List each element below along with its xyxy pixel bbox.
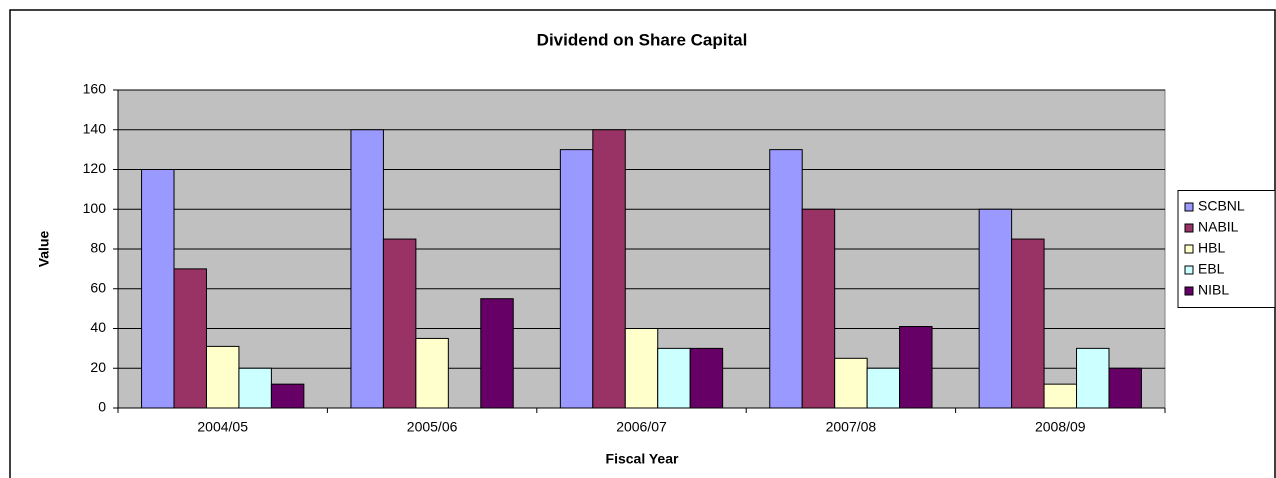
legend-box (1177, 190, 1276, 308)
bar (350, 129, 384, 409)
y-tick-label: 0 (98, 399, 106, 415)
x-tick-label: 2008/09 (1035, 419, 1086, 435)
bar (480, 298, 514, 409)
legend-label: NIBL (1198, 282, 1229, 298)
bar (559, 149, 594, 409)
y-tick-label: 120 (83, 160, 107, 176)
bar (173, 268, 207, 409)
x-tick-label: 2004/05 (197, 419, 248, 435)
legend-swatch (1184, 244, 1194, 254)
bar (270, 383, 305, 409)
legend-swatch (1184, 223, 1194, 233)
bar (1043, 383, 1078, 409)
y-tick-label: 140 (83, 120, 107, 136)
bar (689, 347, 724, 409)
bar (415, 337, 449, 409)
y-tick-label: 60 (90, 279, 106, 295)
legend-swatch (1184, 202, 1194, 212)
y-tick-label: 80 (90, 240, 106, 256)
bar (238, 367, 272, 409)
legend-label: HBL (1198, 240, 1225, 256)
bar (801, 208, 836, 409)
legend-label: EBL (1198, 261, 1225, 277)
y-tick-label: 160 (83, 81, 107, 97)
bar (657, 347, 691, 409)
bar (1108, 367, 1142, 409)
legend-swatch (1184, 265, 1194, 275)
bar (1076, 347, 1110, 409)
y-tick-label: 40 (90, 319, 106, 335)
bar (834, 357, 868, 409)
bar (769, 149, 803, 409)
x-tick-label: 2005/06 (407, 419, 458, 435)
chart-title: Dividend on Share Capital (537, 30, 748, 49)
bar (624, 328, 659, 409)
bar (382, 238, 417, 409)
x-tick-label: 2007/08 (826, 419, 877, 435)
bar (141, 169, 175, 409)
bar (205, 345, 240, 409)
bar (899, 326, 933, 409)
x-tick-label: 2006/07 (616, 419, 667, 435)
y-tick-label: 20 (90, 359, 106, 375)
bar (1011, 238, 1045, 409)
bar (592, 129, 626, 409)
x-axis-title: Fiscal Year (606, 451, 679, 467)
y-tick-label: 100 (83, 200, 107, 216)
legend-label: SCBNL (1198, 198, 1245, 214)
legend-swatch (1184, 286, 1194, 296)
y-axis-title: Value (36, 231, 52, 268)
bar (866, 367, 901, 409)
bar (978, 208, 1013, 409)
legend-label: NABIL (1198, 219, 1239, 235)
